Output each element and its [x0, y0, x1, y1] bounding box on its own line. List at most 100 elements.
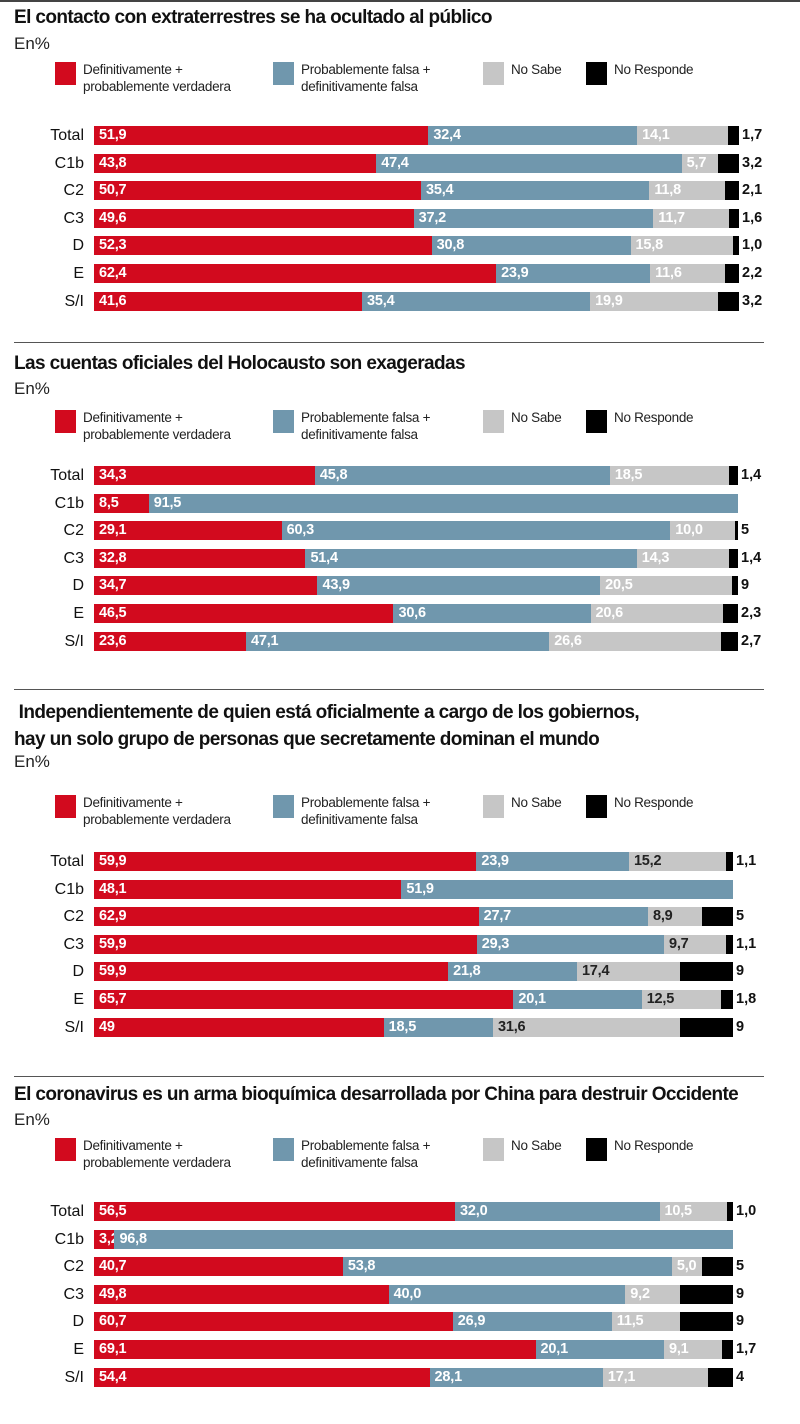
- legend-swatch-verdadera: [55, 410, 76, 433]
- bar-segment-no-responde: [722, 1340, 733, 1359]
- chart-unit-label: En%: [14, 379, 50, 398]
- data-label: 9,2: [630, 1285, 650, 1302]
- data-label-no-responde: 4: [736, 1368, 745, 1385]
- section-divider: [14, 342, 764, 343]
- legend-label: Definitivamente + probablemente verdader…: [83, 795, 231, 827]
- data-label: 46,5: [99, 605, 127, 621]
- bar-segment-verdadera: 62,9: [94, 907, 479, 927]
- bar-segment-no-sabe: 14,3: [636, 548, 729, 568]
- section-divider: [14, 689, 764, 690]
- stacked-bar: 8,5 91,5: [94, 493, 738, 513]
- category-label: C1b: [54, 494, 84, 512]
- category-label: D: [72, 577, 84, 595]
- category-label: C1b: [54, 154, 84, 172]
- bar-segment-falsa: 60,3: [281, 521, 671, 541]
- bar-segment-verdadera: 43,8: [94, 153, 377, 173]
- data-label: 30,6: [398, 605, 426, 621]
- stacked-bar: 52,3 30,8 15,8: [94, 236, 739, 256]
- bar-segment-falsa: 30,6: [393, 604, 591, 623]
- data-label: 69,1: [99, 1341, 127, 1357]
- legend-item-falsa: Probablemente falsa + definitivamente fa…: [273, 62, 430, 95]
- bar-segment-verdadera: 41,6: [94, 291, 363, 311]
- bar-segment-verdadera: 62,4: [94, 264, 497, 283]
- stacked-bar: 59,9 21,8 17,4: [94, 962, 733, 982]
- bar-segment-falsa: 40,0: [388, 1284, 626, 1304]
- data-label: 32,0: [460, 1203, 488, 1219]
- data-label: 56,5: [99, 1203, 127, 1219]
- data-label: 34,3: [99, 467, 127, 483]
- category-label: C2: [63, 522, 84, 540]
- chart-unit-label: En%: [14, 752, 50, 771]
- category-label: C2: [63, 908, 84, 926]
- data-label: 11,6: [655, 265, 682, 281]
- chart-unit-label: En%: [14, 1110, 50, 1129]
- bar-segment-falsa: 53,8: [342, 1257, 672, 1277]
- data-label: 37,2: [418, 209, 447, 226]
- stacked-bar: 29,1 60,3 10,0: [94, 521, 738, 541]
- stacked-bar: 32,8 51,4 14,3: [94, 548, 738, 568]
- data-label-no-responde: 9: [736, 1018, 745, 1035]
- bar-segment-falsa: 23,9: [476, 852, 629, 871]
- legend-swatch-no-responde: [586, 1138, 607, 1161]
- bar-segment-no-sabe: 26,6: [549, 631, 721, 651]
- bar-segment-no-sabe: 11,5: [611, 1312, 680, 1332]
- data-label: 47,4: [381, 154, 409, 171]
- stacked-bar: 50,7 35,4 11,8: [94, 181, 739, 201]
- data-label-no-responde: 1,4: [741, 467, 762, 483]
- data-label: 91,5: [153, 494, 182, 511]
- legend-label: Probablemente falsa + definitivamente fa…: [301, 410, 431, 442]
- data-label: 28,1: [434, 1368, 463, 1385]
- data-label-no-responde: 9: [736, 1313, 745, 1330]
- data-label-no-responde: 1,1: [736, 853, 757, 869]
- bar-segment-no-sabe: 15,2: [628, 852, 726, 871]
- bar-segment-verdadera: 32,8: [94, 548, 306, 568]
- data-label: 17,4: [581, 963, 610, 980]
- bar-segment-no-sabe: 11,6: [650, 264, 725, 283]
- stacked-bar: 34,7 43,9 20,5: [94, 576, 738, 596]
- bar-segment-verdadera: 8,5: [94, 493, 149, 513]
- bar-segment-no-responde: [723, 604, 738, 623]
- category-label: C2: [63, 182, 84, 200]
- data-label: 49,8: [99, 1285, 127, 1302]
- bar-segment-no-sabe: 5,0: [671, 1257, 703, 1277]
- stacked-bar: 65,7 20,1 12,5: [94, 990, 733, 1009]
- category-label: C3: [63, 209, 84, 227]
- legend-item-no-responde: No Responde: [586, 62, 694, 85]
- legend-label: No Sabe: [511, 795, 562, 810]
- bar-segment-no-sabe: 10,0: [670, 521, 735, 541]
- bar-segment-falsa: 35,4: [362, 291, 591, 311]
- legend-item-verdadera: Definitivamente + probablemente verdader…: [55, 410, 231, 443]
- bar-segment-no-sabe: 12,5: [641, 990, 722, 1009]
- category-label: Total: [50, 1203, 84, 1220]
- category-label: C1b: [54, 1230, 84, 1248]
- bar-segment-no-responde: [734, 521, 738, 541]
- legend-swatch-no-responde: [586, 795, 607, 818]
- bar-segment-verdadera: 54,4: [94, 1367, 430, 1387]
- bar-segment-falsa: 29,3: [476, 934, 664, 954]
- legend-swatch-no-sabe: [483, 795, 504, 818]
- data-label-no-responde: 9: [736, 963, 745, 980]
- top-border: [0, 0, 800, 2]
- data-label: 11,5: [616, 1313, 644, 1330]
- bar-segment-verdadera: 23,6: [94, 631, 246, 651]
- legend-label: Definitivamente + probablemente verdader…: [83, 410, 231, 442]
- category-label: C3: [63, 549, 84, 567]
- legend-swatch-falsa: [273, 1138, 294, 1161]
- data-label: 47,1: [250, 632, 279, 649]
- data-label: 11,8: [654, 182, 681, 199]
- bar-segment-verdadera: 46,5: [94, 604, 394, 623]
- stacked-bar: 49,8 40,0 9,2: [94, 1284, 733, 1304]
- legend-item-falsa: Probablemente falsa + definitivamente fa…: [273, 795, 430, 828]
- bar-segment-falsa: 35,4: [421, 181, 650, 201]
- legend-item-no-responde: No Responde: [586, 410, 694, 433]
- legend-item-falsa: Probablemente falsa + definitivamente fa…: [273, 410, 430, 443]
- bar-segment-verdadera: 3,2: [94, 1229, 119, 1249]
- data-label: 35,4: [426, 182, 454, 199]
- data-label: 12,5: [646, 991, 675, 1007]
- stacked-bar: 34,3 45,8 18,5: [94, 466, 738, 485]
- data-label: 49,6: [99, 209, 127, 226]
- bar-segment-falsa: 43,9: [317, 576, 601, 596]
- stacked-bar: 60,7 26,9 11,5: [94, 1312, 733, 1332]
- data-label: 10,5: [664, 1203, 693, 1219]
- data-label: 26,9: [457, 1313, 486, 1330]
